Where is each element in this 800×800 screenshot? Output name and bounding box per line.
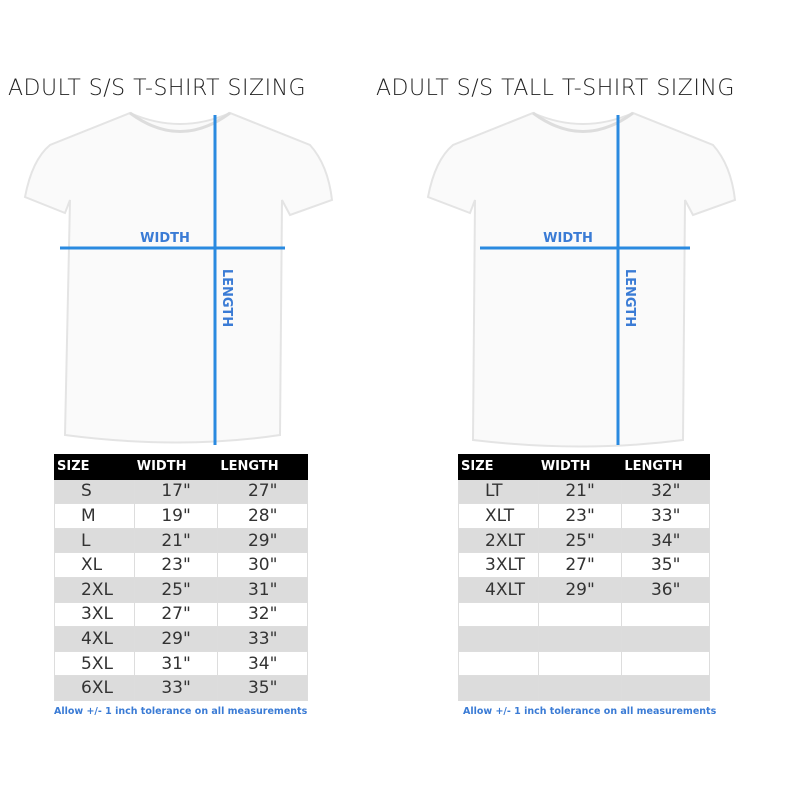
- cell-length: 34": [621, 527, 710, 554]
- cell-width: 17": [133, 478, 219, 505]
- table-row: 2XLT 25" 34": [458, 527, 710, 554]
- cell-length: 31": [217, 576, 308, 603]
- size-table-left: SIZE WIDTH LENGTH S 17" 27" M 19" 28" L 21" 29" X…: [54, 454, 308, 701]
- table-row: [458, 650, 710, 677]
- cell-size: 6XL: [54, 675, 135, 701]
- cell-width: 31": [133, 650, 219, 677]
- header-size: SIZE: [458, 454, 539, 480]
- header-width: WIDTH: [537, 454, 623, 480]
- tolerance-note-left: Allow +/- 1 inch tolerance on all measur…: [54, 706, 308, 717]
- cell-width: [537, 675, 623, 701]
- table-row: 6XL 33" 35": [54, 675, 308, 701]
- cell-length: 36": [621, 576, 710, 603]
- table-row: LT 21" 32": [458, 478, 710, 505]
- table-row: [458, 626, 710, 652]
- table-row: [458, 601, 710, 628]
- length-label: LENGTH: [219, 269, 234, 327]
- cell-size: [458, 650, 539, 677]
- cell-width: 27": [133, 601, 219, 628]
- table-row: M 19" 28": [54, 503, 308, 529]
- title-right: ADULT S/S TALL T-SHIRT SIZING: [376, 76, 735, 101]
- cell-length: 34": [217, 650, 308, 677]
- size-table-right: SIZE WIDTH LENGTH LT 21" 32" XLT 23" 33" 2XLT 2…: [458, 454, 710, 701]
- cell-length: [621, 601, 710, 628]
- tshirt-diagram-right: WIDTH LENGTH: [426, 111, 737, 448]
- cell-length: [621, 626, 710, 652]
- cell-size: 3XL: [54, 601, 135, 628]
- cell-size: [458, 626, 539, 652]
- cell-size: 2XLT: [458, 527, 539, 554]
- table-row: XLT 23" 33": [458, 503, 710, 529]
- width-label: WIDTH: [140, 231, 190, 246]
- table-row: L 21" 29": [54, 527, 308, 554]
- cell-width: 23": [133, 552, 219, 578]
- header-width: WIDTH: [133, 454, 219, 480]
- cell-size: XLT: [458, 503, 539, 529]
- cell-size: M: [54, 503, 135, 529]
- cell-width: 25": [133, 576, 219, 603]
- cell-size: 5XL: [54, 650, 135, 677]
- header-length: LENGTH: [621, 454, 710, 480]
- cell-width: [537, 601, 623, 628]
- length-label: LENGTH: [622, 269, 637, 327]
- tshirt-image: [426, 111, 737, 448]
- tshirt-image: [23, 111, 334, 444]
- table-header: SIZE WIDTH LENGTH: [54, 454, 308, 480]
- table-row: S 17" 27": [54, 478, 308, 505]
- cell-width: 27": [537, 552, 623, 578]
- tshirt-diagram-left: WIDTH LENGTH: [23, 111, 334, 445]
- cell-size: 2XL: [54, 576, 135, 603]
- table-row: 4XL 29" 33": [54, 626, 308, 652]
- table-row: 3XL 27" 32": [54, 601, 308, 628]
- cell-width: 21": [133, 527, 219, 554]
- cell-length: [621, 675, 710, 701]
- cell-length: 30": [217, 552, 308, 578]
- tolerance-note-right: Allow +/- 1 inch tolerance on all measur…: [463, 706, 717, 717]
- table-row: 5XL 31" 34": [54, 650, 308, 677]
- cell-length: 29": [217, 527, 308, 554]
- width-label: WIDTH: [543, 231, 593, 246]
- cell-length: 28": [217, 503, 308, 529]
- cell-size: 3XLT: [458, 552, 539, 578]
- cell-length: 32": [217, 601, 308, 628]
- cell-width: 33": [133, 675, 219, 701]
- cell-width: [537, 626, 623, 652]
- cell-length: 33": [621, 503, 710, 529]
- header-size: SIZE: [54, 454, 135, 480]
- cell-length: 32": [621, 478, 710, 505]
- cell-width: 19": [133, 503, 219, 529]
- cell-width: 29": [133, 626, 219, 652]
- title-left: ADULT S/S T-SHIRT SIZING: [8, 76, 307, 101]
- cell-length: 35": [621, 552, 710, 578]
- header-length: LENGTH: [217, 454, 308, 480]
- cell-width: 21": [537, 478, 623, 505]
- table-row: 3XLT 27" 35": [458, 552, 710, 578]
- cell-length: [621, 650, 710, 677]
- cell-size: [458, 675, 539, 701]
- cell-length: 27": [217, 478, 308, 505]
- table-header: SIZE WIDTH LENGTH: [458, 454, 710, 480]
- table-row: 2XL 25" 31": [54, 576, 308, 603]
- cell-size: S: [54, 478, 135, 505]
- cell-size: XL: [54, 552, 135, 578]
- cell-size: 4XLT: [458, 576, 539, 603]
- cell-width: 29": [537, 576, 623, 603]
- table-row: [458, 675, 710, 701]
- cell-width: 25": [537, 527, 623, 554]
- table-row: XL 23" 30": [54, 552, 308, 578]
- cell-width: [537, 650, 623, 677]
- cell-length: 33": [217, 626, 308, 652]
- cell-size: L: [54, 527, 135, 554]
- cell-length: 35": [217, 675, 308, 701]
- table-row: 4XLT 29" 36": [458, 576, 710, 603]
- cell-size: [458, 601, 539, 628]
- cell-size: LT: [458, 478, 539, 505]
- cell-size: 4XL: [54, 626, 135, 652]
- cell-width: 23": [537, 503, 623, 529]
